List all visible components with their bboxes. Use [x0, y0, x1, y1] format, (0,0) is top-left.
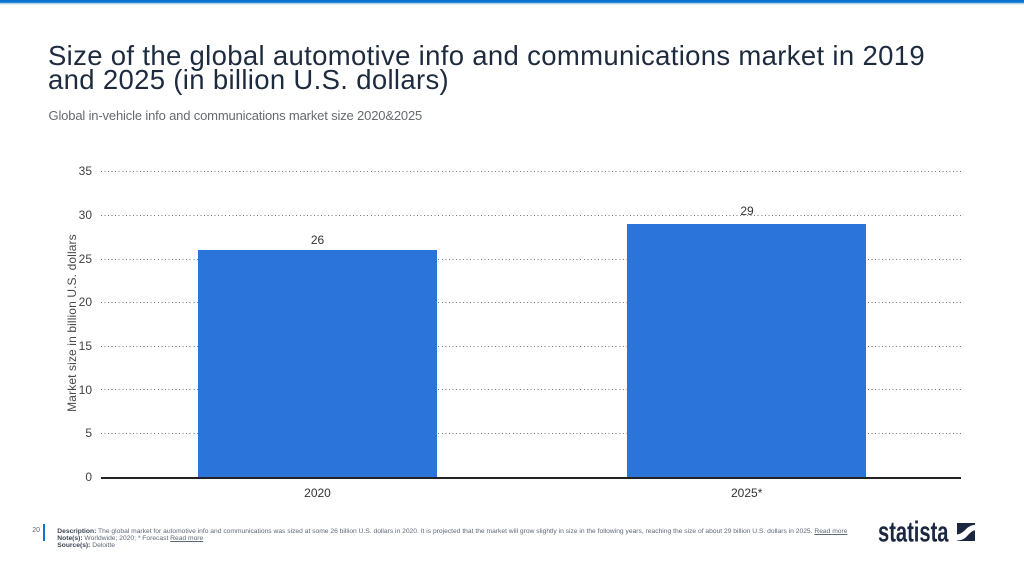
svg-text:statista: statista [878, 517, 949, 547]
